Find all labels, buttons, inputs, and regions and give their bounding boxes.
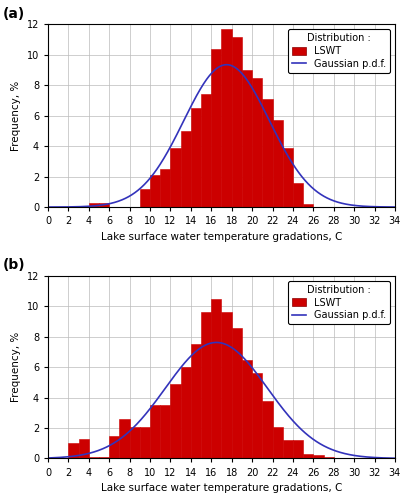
Bar: [252, 78, 262, 207]
Bar: [242, 360, 252, 458]
Bar: [69, 444, 79, 458]
Bar: [222, 312, 232, 458]
Bar: [171, 384, 181, 458]
Y-axis label: Frequency, %: Frequency, %: [11, 332, 21, 402]
Bar: [150, 405, 160, 458]
Bar: [293, 182, 303, 207]
Bar: [191, 344, 201, 459]
Bar: [140, 426, 150, 458]
Bar: [252, 373, 262, 458]
Bar: [99, 202, 109, 207]
X-axis label: Lake surface water temperature gradations, C: Lake surface water temperature gradation…: [101, 483, 342, 493]
Bar: [109, 436, 120, 458]
Bar: [191, 108, 201, 207]
Bar: [324, 457, 334, 458]
Bar: [232, 328, 242, 458]
Bar: [283, 440, 293, 458]
Legend: LSWT, Gaussian p.d.f.: LSWT, Gaussian p.d.f.: [288, 30, 390, 73]
Text: (b): (b): [3, 258, 26, 272]
Bar: [201, 94, 211, 207]
Bar: [201, 312, 211, 458]
Y-axis label: Frequency, %: Frequency, %: [11, 80, 21, 151]
Bar: [89, 457, 99, 458]
Bar: [262, 99, 273, 207]
Text: (a): (a): [3, 7, 25, 21]
Bar: [181, 131, 191, 207]
Bar: [120, 419, 130, 459]
Bar: [293, 440, 303, 458]
Bar: [232, 36, 242, 207]
Bar: [171, 148, 181, 207]
Legend: LSWT, Gaussian p.d.f.: LSWT, Gaussian p.d.f.: [288, 280, 390, 324]
Bar: [303, 204, 313, 207]
Bar: [140, 189, 150, 207]
Bar: [79, 438, 89, 458]
Bar: [222, 29, 232, 207]
Bar: [242, 70, 252, 207]
Bar: [262, 400, 273, 458]
Bar: [160, 405, 171, 458]
Bar: [150, 175, 160, 207]
Bar: [130, 426, 140, 458]
Bar: [303, 454, 313, 458]
Bar: [160, 169, 171, 207]
Bar: [181, 367, 191, 458]
Bar: [211, 298, 222, 458]
X-axis label: Lake surface water temperature gradations, C: Lake surface water temperature gradation…: [101, 232, 342, 241]
Bar: [273, 426, 283, 458]
Bar: [273, 120, 283, 207]
Bar: [313, 456, 324, 458]
Bar: [89, 202, 99, 207]
Bar: [283, 148, 293, 207]
Bar: [211, 49, 222, 207]
Bar: [99, 457, 109, 458]
